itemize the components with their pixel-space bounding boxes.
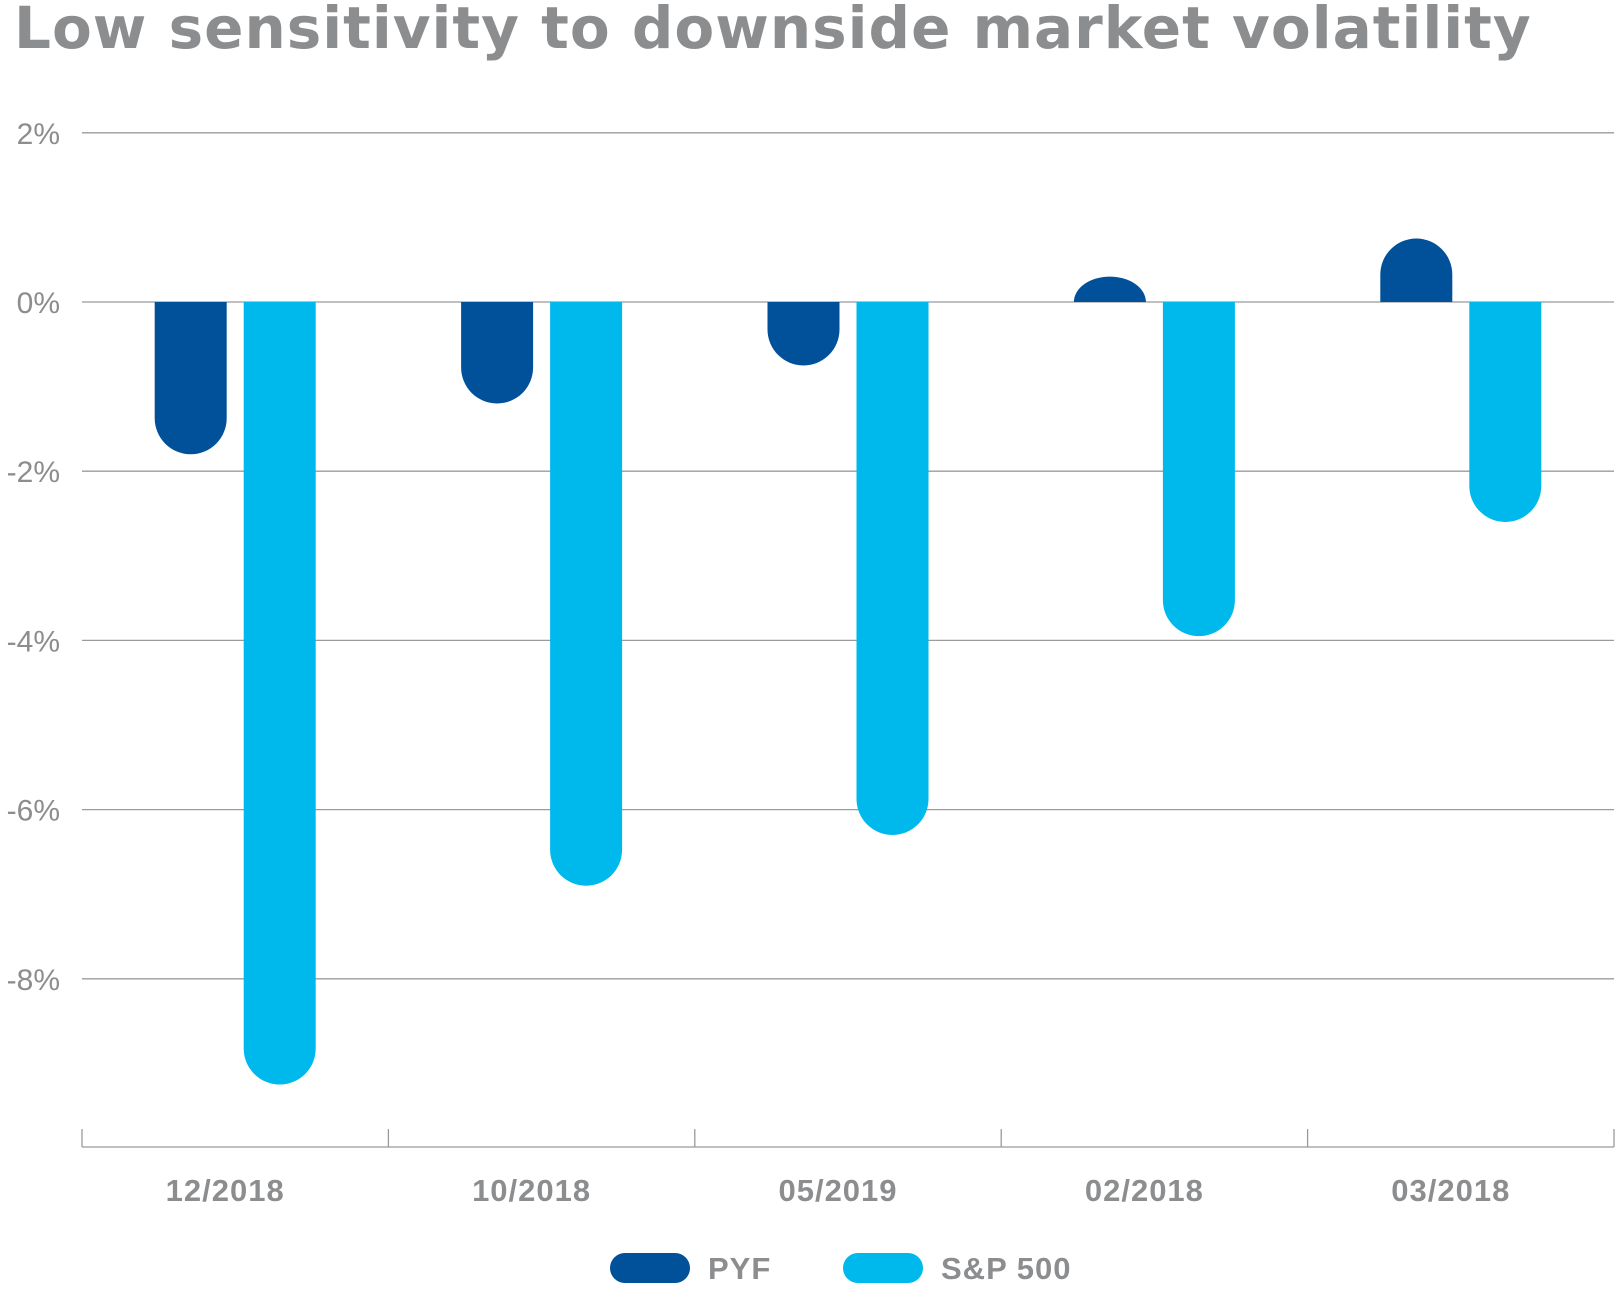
bar-sp500-10-2018 — [550, 302, 623, 886]
bar-pyf-03-2018 — [1380, 238, 1453, 302]
legend-swatch-sp500 — [843, 1253, 923, 1283]
x-axis: 12/2018 10/2018 05/2019 02/2018 03/2018 — [81, 1129, 1615, 1208]
legend-label-pyf: PYF — [708, 1251, 771, 1286]
bar-pyf-02-2018 — [1073, 276, 1146, 302]
bar-pyf-12-2018 — [154, 302, 227, 455]
x-tick-label: 02/2018 — [1085, 1173, 1204, 1208]
legend-label-sp500: S&P 500 — [941, 1251, 1072, 1286]
y-axis-ticks: 2% 0% -2% -4% -6% -8% — [7, 118, 60, 997]
bars — [154, 238, 1542, 1085]
y-tick-label: -2% — [7, 456, 60, 489]
bar-sp500-03-2018 — [1469, 302, 1542, 522]
y-tick-label: -6% — [7, 795, 60, 828]
y-tick-label: 0% — [17, 287, 60, 320]
gridlines — [82, 132, 1614, 980]
chart-title: Low sensitivity to downside market volat… — [14, 0, 1532, 62]
bar-sp500-05-2019 — [856, 302, 929, 835]
x-tick-label: 12/2018 — [166, 1173, 285, 1208]
bar-pyf-10-2018 — [461, 302, 534, 404]
legend: PYF S&P 500 — [610, 1251, 1072, 1286]
x-tick-label: 03/2018 — [1391, 1173, 1510, 1208]
bar-pyf-05-2019 — [767, 302, 840, 366]
y-tick-label: -4% — [7, 625, 60, 658]
bar-sp500-02-2018 — [1162, 302, 1235, 637]
legend-swatch-pyf — [610, 1253, 690, 1283]
x-tick-label: 05/2019 — [778, 1173, 897, 1208]
y-tick-label: -8% — [7, 964, 60, 997]
bar-sp500-12-2018 — [243, 302, 316, 1085]
y-tick-label: 2% — [17, 118, 60, 151]
x-tick-label: 10/2018 — [472, 1173, 591, 1208]
